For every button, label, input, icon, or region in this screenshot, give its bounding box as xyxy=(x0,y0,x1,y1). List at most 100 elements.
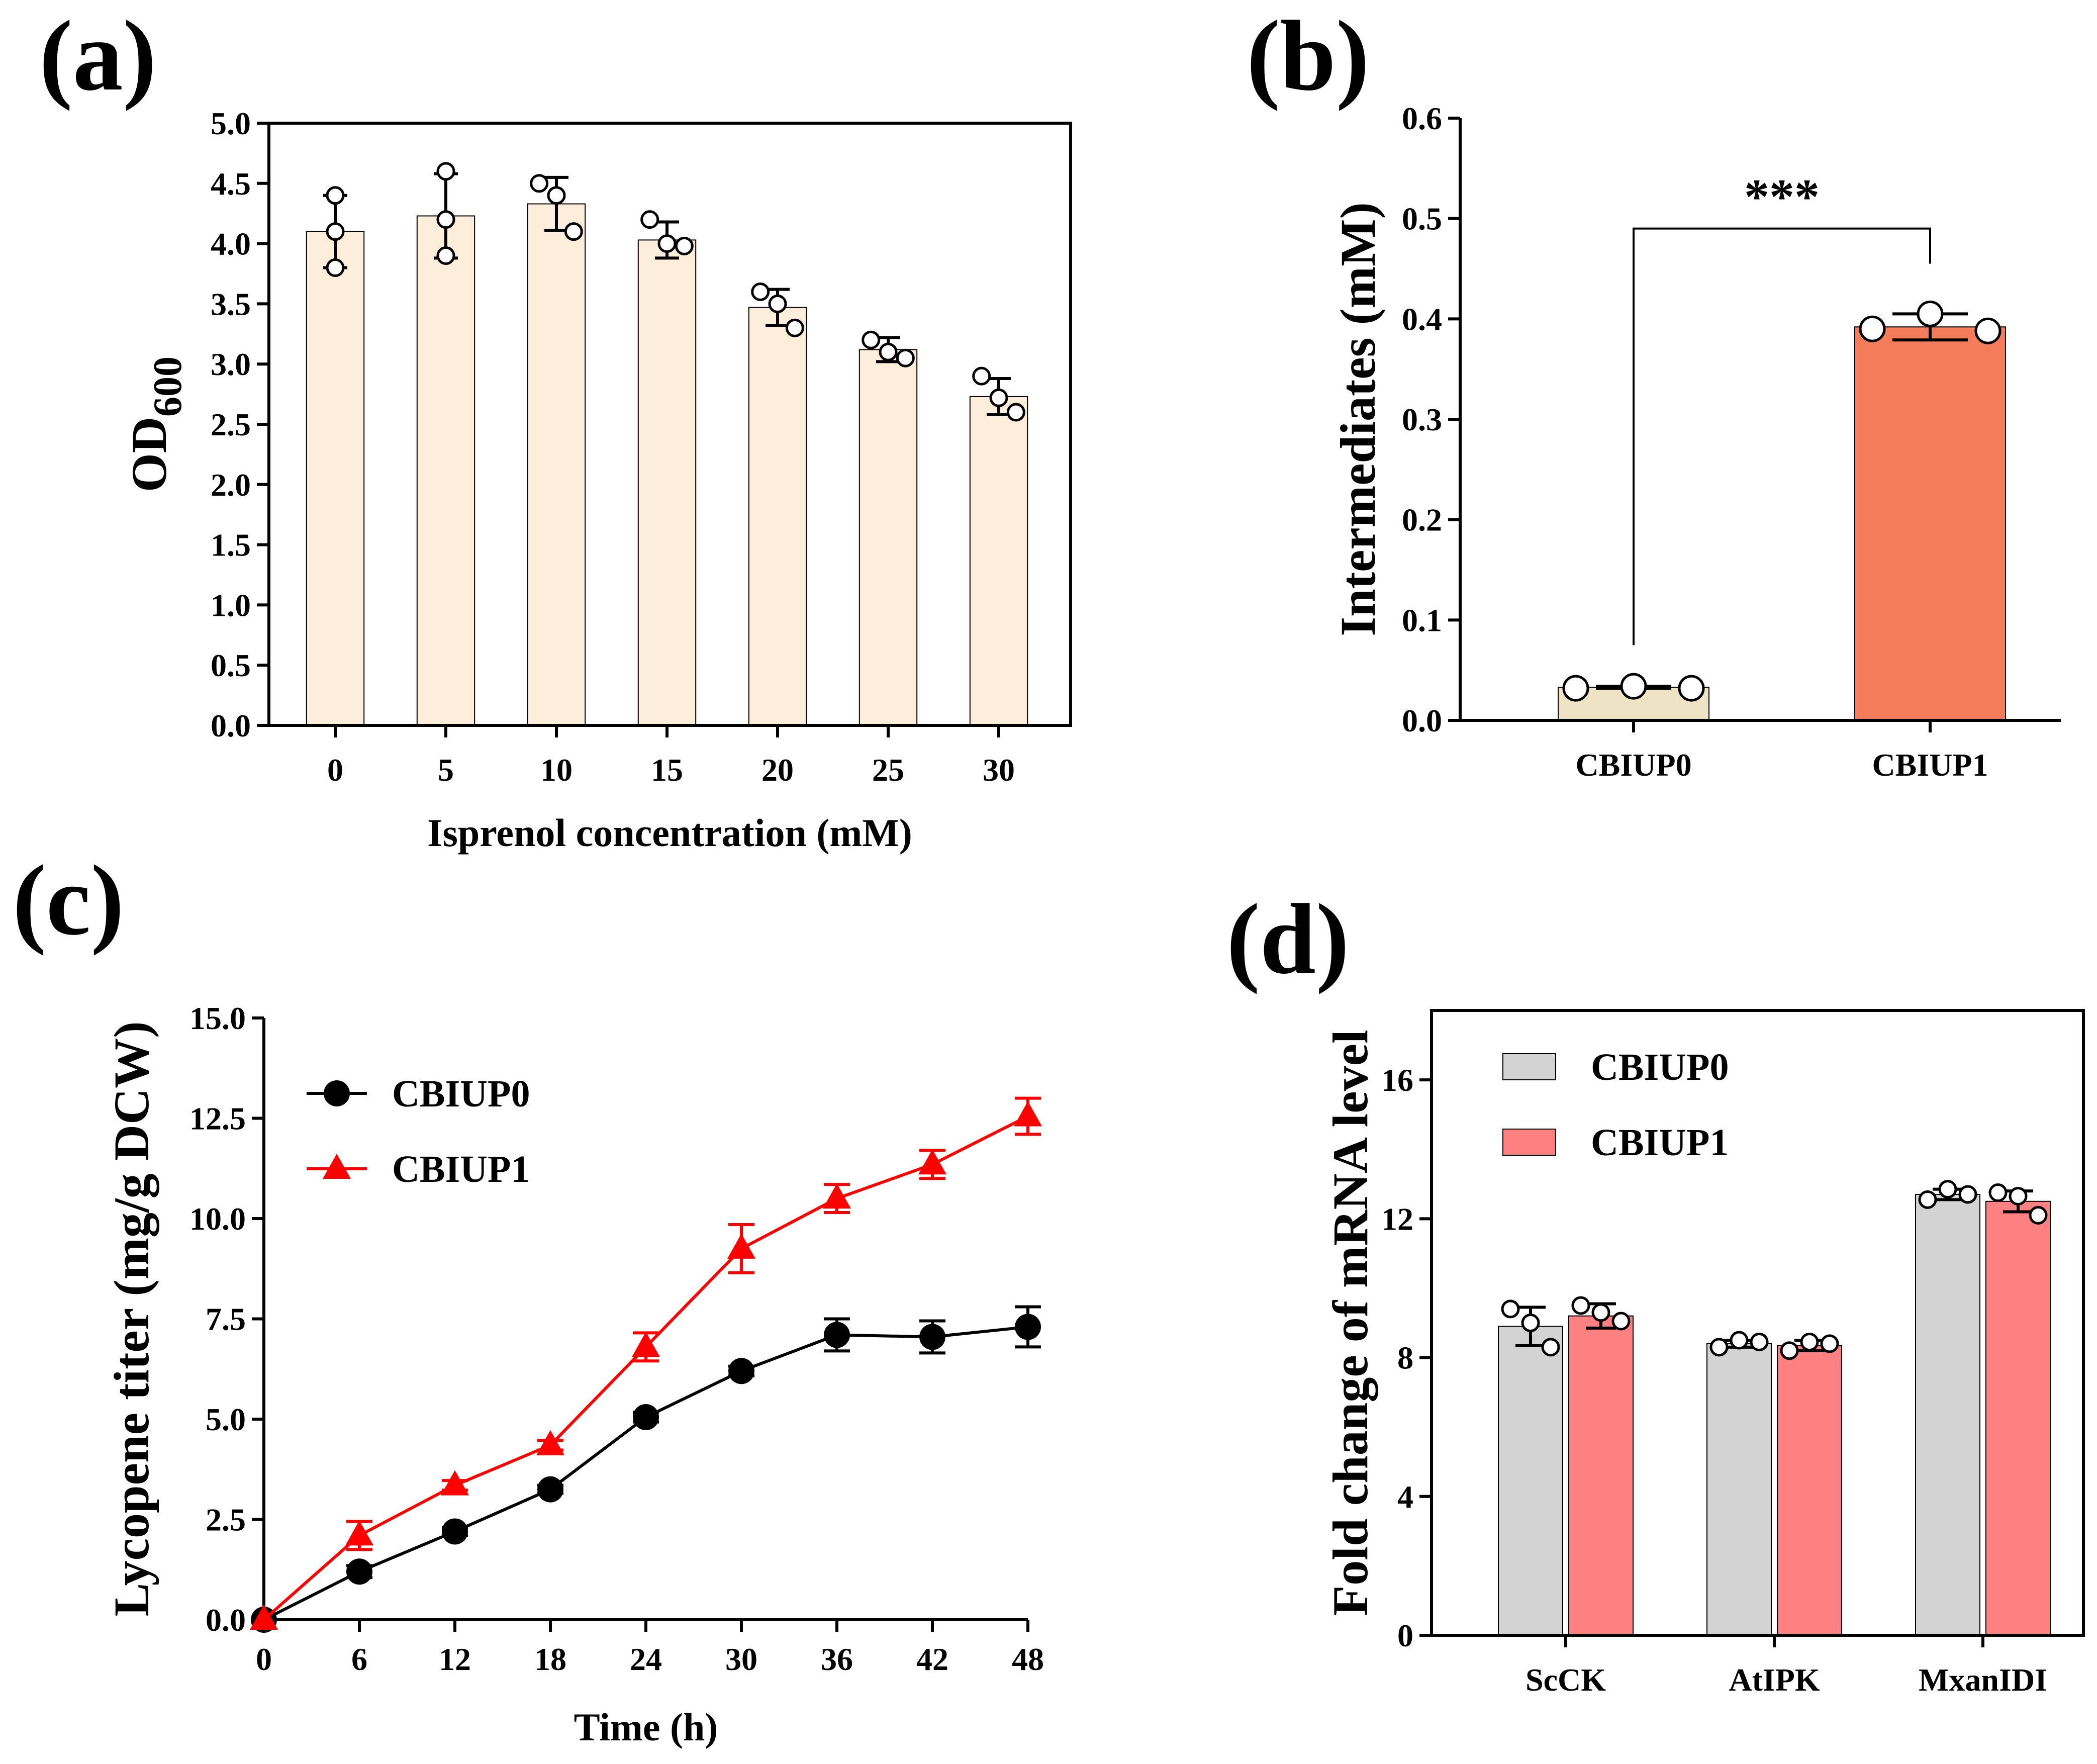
d-replicate-point xyxy=(2029,1205,2048,1225)
c-point-CBIUP0 xyxy=(442,1518,468,1545)
c-point-CBIUP1 xyxy=(441,1470,469,1496)
c-legend-label: CBIUP0 xyxy=(392,1073,530,1115)
panel-d-label: (d) xyxy=(1226,884,1349,995)
c-point-CBIUP1 xyxy=(823,1183,851,1209)
b-xtick-label: CBIUP0 xyxy=(1575,747,1691,783)
c-ytick-label: 10.0 xyxy=(189,1201,246,1237)
c-point-CBIUP0 xyxy=(728,1358,754,1384)
b-replicate-point xyxy=(1859,315,1886,342)
a-replicate-point xyxy=(862,330,881,349)
b-ytick-label: 0.3 xyxy=(1402,402,1442,437)
b-ytick-label: 0.4 xyxy=(1402,301,1442,337)
d-replicate-point xyxy=(1988,1183,2008,1202)
b-axes xyxy=(1459,118,2061,722)
d-replicate-point xyxy=(1750,1332,1769,1351)
a-ytick-label: 3.5 xyxy=(211,286,251,322)
d-bar-CBIUP0 xyxy=(1498,1326,1563,1636)
a-replicate-point xyxy=(326,186,345,205)
c-point-CBIUP0 xyxy=(1015,1314,1041,1340)
b-bar xyxy=(1854,326,2006,721)
b-y-axis-title: Intermediates (mM) xyxy=(1330,202,1386,636)
a-bar xyxy=(416,215,475,726)
d-xtick-label: AtIPK xyxy=(1729,1662,1820,1698)
d-bar-CBIUP0 xyxy=(1706,1343,1772,1636)
a-xtick-label: 5 xyxy=(438,752,454,788)
d-replicate-point xyxy=(1820,1334,1839,1353)
a-ytick-label: 3.0 xyxy=(211,346,251,382)
c-x-axis-title: Time (h) xyxy=(574,1705,718,1749)
c-ytick-label: 2.5 xyxy=(206,1502,246,1538)
a-ytick-label: 4.0 xyxy=(211,226,251,262)
c-ytick-label: 0.0 xyxy=(206,1602,246,1638)
a-replicate-point xyxy=(436,210,455,229)
a-replicate-point xyxy=(1006,403,1025,422)
b-replicate-point xyxy=(1917,300,1944,327)
a-replicate-point xyxy=(972,366,991,386)
a-replicate-point xyxy=(657,234,677,253)
d-bar-CBIUP1 xyxy=(1777,1345,1842,1636)
c-point-CBIUP0 xyxy=(537,1476,563,1503)
a-ytick-label: 1.0 xyxy=(211,587,251,623)
a-xtick-label: 30 xyxy=(983,752,1015,788)
d-legend-swatch xyxy=(1502,1129,1556,1156)
d-legend-label: CBIUP1 xyxy=(1591,1122,1729,1164)
panel-c: (c) 0.0 2.5 5.0 7.5 10.0 12.5 15.0 0 6 12 18 24 30 36 4… xyxy=(13,845,1044,1749)
b-significance-bracket xyxy=(1633,227,1931,645)
d-replicate-point xyxy=(1730,1331,1749,1350)
a-bar xyxy=(306,231,365,726)
c-ytick-label: 15.0 xyxy=(189,1000,246,1036)
a-xtick-label: 25 xyxy=(872,752,904,788)
c-point-CBIUP1 xyxy=(250,1605,278,1630)
a-ytick-label: 2.5 xyxy=(211,407,251,442)
c-xtick-label: 6 xyxy=(351,1641,367,1677)
c-xtick-label: 0 xyxy=(256,1641,272,1677)
c-point-CBIUP1 xyxy=(536,1430,564,1455)
c-ytick-label: 12.5 xyxy=(189,1101,246,1137)
d-bar-CBIUP1 xyxy=(1568,1315,1634,1636)
d-xtick-label: MxanIDI xyxy=(1919,1662,2047,1698)
c-point-CBIUP0 xyxy=(919,1324,945,1350)
c-axes xyxy=(262,1018,1028,1621)
d-ytick-label: 8 xyxy=(1397,1340,1413,1376)
d-replicate-point xyxy=(1591,1303,1610,1322)
b-ytick-label: 0.6 xyxy=(1402,101,1442,136)
a-replicate-point xyxy=(675,236,694,255)
d-ytick-label: 16 xyxy=(1381,1062,1413,1098)
a-ytick-label: 0.0 xyxy=(211,708,251,744)
d-replicate-point xyxy=(1800,1332,1819,1351)
c-xtick-label: 24 xyxy=(630,1641,662,1677)
d-replicate-point xyxy=(2009,1186,2028,1205)
c-legend-label: CBIUP1 xyxy=(392,1148,530,1190)
c-point-CBIUP1 xyxy=(632,1332,660,1357)
d-replicate-point xyxy=(1571,1296,1590,1315)
d-ytick-label: 12 xyxy=(1381,1201,1413,1237)
a-replicate-point xyxy=(751,282,770,301)
a-ytick-label: 0.5 xyxy=(211,647,251,683)
a-xtick-label: 15 xyxy=(651,752,683,788)
d-xtick-label: ScCK xyxy=(1526,1662,1606,1698)
a-replicate-point xyxy=(326,258,345,277)
a-replicate-point xyxy=(640,210,659,229)
b-replicate-point xyxy=(1620,673,1647,700)
a-xtick-label: 0 xyxy=(327,752,343,788)
a-replicate-point xyxy=(530,174,549,193)
c-legend-marker xyxy=(323,1154,351,1179)
a-replicate-point xyxy=(879,342,898,361)
c-xtick-label: 36 xyxy=(821,1641,853,1677)
panel-d: (d) 0 4 8 12 16 ScCK AtIPK MxanIDI CBIUP0 CBIUP1 Fo… xyxy=(1226,884,2085,1698)
a-bar xyxy=(859,349,918,726)
a-replicate-point xyxy=(326,222,345,241)
d-replicate-point xyxy=(1709,1338,1729,1357)
a-xtick-label: 10 xyxy=(540,752,573,788)
c-point-CBIUP1 xyxy=(1014,1101,1042,1127)
c-xtick-label: 12 xyxy=(439,1641,471,1677)
a-bar xyxy=(527,203,586,726)
a-ytick-label: 2.0 xyxy=(211,467,251,503)
d-plot-frame xyxy=(1430,1009,2085,1637)
a-plot-frame xyxy=(267,122,1072,727)
b-replicate-point xyxy=(1678,675,1705,702)
a-replicate-point xyxy=(436,246,455,265)
a-bar xyxy=(748,307,807,726)
d-replicate-point xyxy=(1780,1341,1799,1360)
